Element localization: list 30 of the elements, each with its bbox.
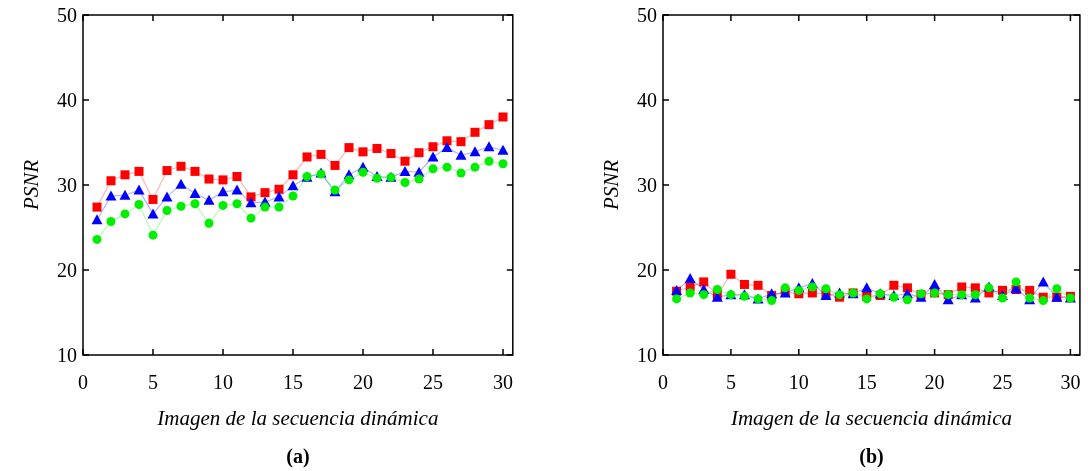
y-tick-label: 20 [637,259,657,281]
y-tick-label: 30 [637,174,657,196]
x-tick-label: 20 [924,371,945,393]
x-axis-title: Imagen de la secuencia dinámica [729,406,1012,430]
x-tick-label: 0 [658,371,668,393]
y-tick-label: 10 [57,344,77,366]
y-tick-label: 50 [57,4,77,26]
x-tick-label: 25 [992,371,1013,393]
x-tick-label: 10 [788,371,809,393]
y-axis-title: PSNR [19,159,43,212]
x-tick-label: 0 [78,371,88,393]
y-tick-label: 10 [637,344,657,366]
text: (b) [859,445,884,468]
text: (a) [286,445,310,468]
y-tick-label: 40 [57,89,77,111]
x-tick-label: 30 [1060,371,1081,393]
x-tick-label: 20 [353,371,373,393]
x-tick-label: 5 [148,371,158,393]
y-tick-label: 30 [57,174,77,196]
x-axis-title: Imagen de la secuencia dinámica [156,406,439,430]
x-tick-label: 10 [213,371,233,393]
x-tick-label: 25 [423,371,443,393]
x-tick-label: 15 [856,371,877,393]
y-tick-label: 40 [637,89,657,111]
y-tick-label: 50 [637,4,657,26]
y-tick-label: 20 [57,259,77,281]
y-axis-title: PSNR [599,159,623,212]
x-tick-label: 30 [493,371,513,393]
x-tick-label: 15 [283,371,303,393]
x-tick-label: 5 [725,371,736,393]
